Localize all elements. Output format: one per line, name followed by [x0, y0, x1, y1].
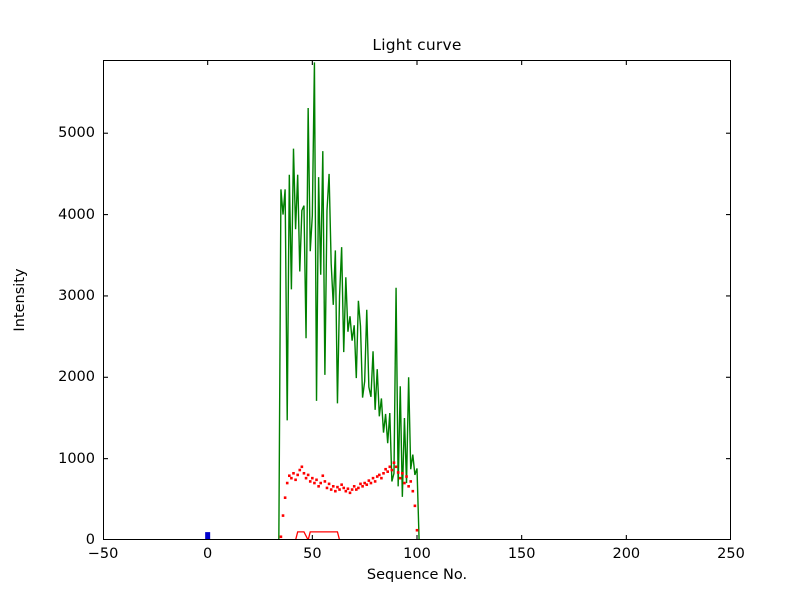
series-point-background-intensity — [415, 528, 419, 532]
series-point-background-intensity — [409, 480, 413, 483]
series-point-background-intensity — [340, 483, 343, 486]
series-point-background-intensity — [329, 488, 333, 491]
series-point-background-intensity — [413, 504, 417, 508]
series-point-background-intensity — [323, 480, 327, 483]
series-point-background-intensity — [313, 481, 316, 485]
series-point-background-intensity — [405, 475, 408, 478]
x-tick-label: 50 — [303, 546, 322, 562]
y-tick-label: 2000 — [58, 369, 95, 386]
series-point-background-intensity — [296, 473, 299, 477]
series-point-background-intensity — [365, 483, 369, 486]
series-point-background-intensity — [283, 496, 287, 499]
y-tick-label: 1000 — [58, 450, 95, 467]
series-point-background-intensity — [359, 482, 362, 486]
x-tick-label: −50 — [87, 546, 119, 562]
plot-area — [103, 60, 731, 540]
series-point-background-intensity — [350, 488, 354, 491]
series-point-background-intensity — [390, 468, 394, 472]
series-point-background-intensity — [308, 480, 312, 483]
series-point-background-intensity — [411, 489, 415, 493]
series-point-background-intensity — [346, 487, 350, 491]
series-point-background-intensity — [292, 471, 295, 475]
series-point-background-intensity — [315, 478, 318, 482]
series-point-background-intensity — [373, 480, 377, 483]
series-point-background-intensity — [354, 488, 358, 491]
x-tick-label: 100 — [403, 546, 431, 562]
y-tick-label: 4000 — [58, 206, 95, 223]
plot-frame — [103, 60, 731, 540]
x-tick-label: 200 — [612, 546, 641, 562]
series-marker-marker-point — [205, 532, 211, 540]
series-point-background-intensity — [369, 481, 373, 485]
x-tick-label: 150 — [507, 546, 536, 562]
series-point-background-intensity — [298, 468, 302, 472]
series-point-background-intensity — [306, 473, 310, 477]
y-tick-label: 3000 — [58, 287, 95, 304]
series-point-background-intensity — [290, 476, 293, 480]
series-point-background-intensity — [279, 535, 283, 539]
series-point-background-intensity — [311, 476, 314, 480]
series-point-background-intensity — [342, 486, 346, 490]
series-point-background-intensity — [352, 485, 356, 488]
series-point-background-intensity — [302, 471, 306, 475]
series-point-background-intensity — [371, 476, 375, 480]
series-point-background-intensity — [344, 489, 348, 493]
series-point-background-intensity — [382, 471, 385, 475]
series-point-background-intensity — [367, 479, 371, 482]
series-line-flag-line — [207, 531, 648, 540]
series-point-background-intensity — [363, 481, 366, 485]
series-point-background-intensity — [325, 486, 329, 490]
y-tick-label: 0 — [85, 532, 95, 548]
x-tick-label: 250 — [717, 546, 745, 562]
series-point-background-intensity — [388, 465, 392, 469]
series-line-source-intensity — [207, 62, 648, 540]
series-point-background-intensity — [384, 467, 387, 471]
series-point-background-intensity — [334, 489, 337, 493]
series-point-background-intensity — [336, 485, 339, 489]
series-point-background-intensity — [327, 482, 331, 486]
series-point-background-intensity — [288, 474, 291, 478]
series-point-background-intensity — [338, 488, 341, 491]
series-point-background-intensity — [319, 481, 323, 485]
series-point-background-intensity — [294, 478, 297, 482]
series-point-background-intensity — [394, 465, 398, 469]
series-point-background-intensity — [304, 476, 308, 480]
series-point-background-intensity — [396, 471, 400, 474]
series-point-background-intensity — [348, 491, 352, 495]
series-point-background-intensity — [392, 461, 396, 465]
series-point-background-intensity — [285, 481, 289, 485]
plot-canvas — [103, 60, 731, 540]
series-point-background-intensity — [375, 475, 379, 478]
series-point-background-intensity — [407, 485, 410, 488]
series-point-background-intensity — [398, 476, 402, 480]
series-point-background-intensity — [321, 474, 325, 478]
series-point-background-intensity — [317, 485, 320, 488]
series-point-background-intensity — [331, 485, 335, 488]
series-point-background-intensity — [281, 514, 285, 517]
x-tick-label: 0 — [203, 546, 213, 562]
series-point-background-intensity — [386, 470, 389, 473]
x-axis-label: Sequence No. — [366, 567, 468, 583]
series-point-background-intensity — [300, 465, 304, 469]
series-point-background-intensity — [357, 486, 360, 490]
series-point-background-intensity — [380, 476, 383, 480]
y-tick-label: 5000 — [58, 125, 95, 142]
series-point-background-intensity — [361, 485, 364, 488]
chart-title: Light curve — [372, 36, 462, 54]
series-point-background-intensity — [403, 481, 406, 485]
series-point-background-intensity — [401, 471, 404, 475]
series-point-background-intensity — [378, 473, 381, 477]
